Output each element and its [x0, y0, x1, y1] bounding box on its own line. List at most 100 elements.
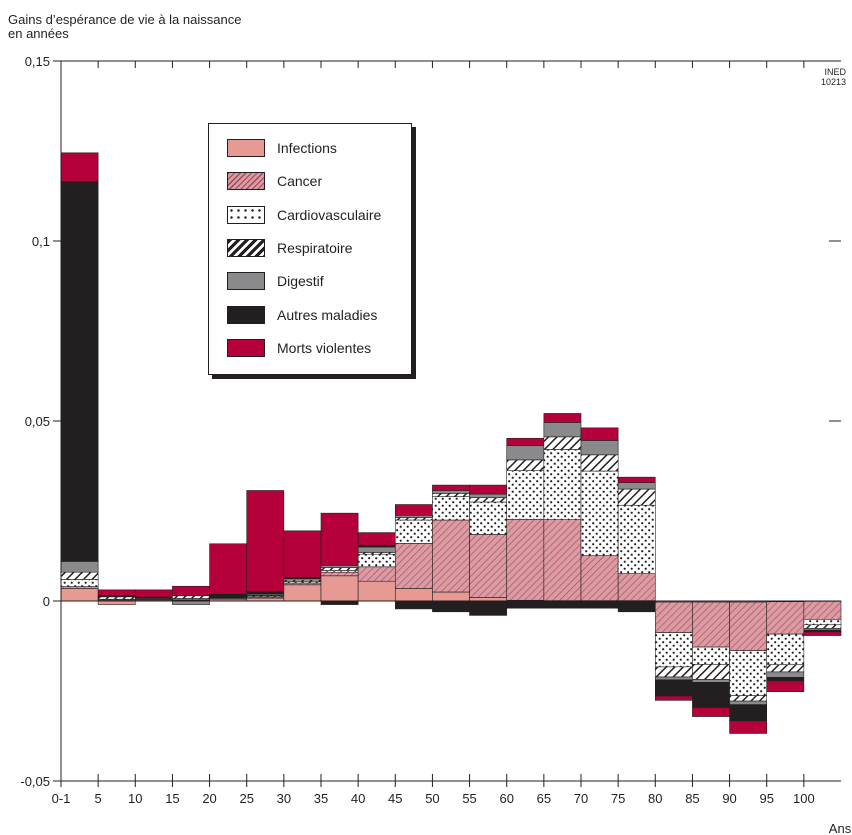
legend-label-cancer: Cancer [277, 173, 323, 189]
x-axis-title: Ans [829, 821, 852, 835]
bar-digestif-0-1 [60, 561, 99, 573]
x-tick-label-15: 15 [165, 791, 179, 806]
bar-autres-maladies-60-64 [543, 600, 582, 609]
bar-respiratoire-0-1 [60, 571, 99, 580]
bar-morts-violentes-55-59 [506, 437, 545, 446]
bar-cardiovasculaire-55-59 [506, 470, 545, 520]
bar-infections-45-49 [432, 591, 470, 602]
bar-respiratoire-50-54 [469, 497, 508, 503]
bar-cardiovasculaire-60-64 [543, 449, 582, 520]
bar-morts-violentes-5-9 [134, 589, 173, 598]
bar-cancer-95-99 [803, 601, 842, 620]
x-tick-label-100: 100 [793, 791, 815, 806]
bar-morts-violentes-80-84 [692, 707, 730, 717]
bar-digestif-45-49 [432, 490, 470, 494]
legend-item-cancer: Cancer [227, 171, 322, 191]
bar-cancer-70-74 [617, 573, 656, 601]
bar-cardiovasculaire-0-1 [60, 579, 99, 587]
y-tick-label-3: 0 [43, 594, 50, 609]
bar-morts-violentes-65-69 [580, 427, 619, 441]
bars-group [60, 152, 842, 734]
swatch-respiratoire [227, 239, 265, 257]
x-tick-label-0-1: 0-1 [52, 791, 71, 806]
bar-autres-maladies-30-34 [320, 600, 359, 605]
bar-cancer-40-44 [394, 543, 433, 589]
bar-infections-0-1 [60, 588, 99, 602]
bar-morts-violentes-30-34 [320, 512, 359, 566]
bar-respiratoire-55-59 [506, 459, 545, 471]
bar-morts-violentes-70-74 [617, 476, 656, 483]
bar-cardiovasculaire-45-49 [432, 496, 470, 521]
bar-autres-maladies-15-19 [209, 593, 248, 597]
bar-cancer-35-39 [357, 566, 396, 582]
bar-respiratoire-30-34 [320, 567, 359, 571]
swatch-infections [227, 139, 265, 157]
bar-cardiovasculaire-75-79 [654, 632, 693, 668]
bar-cardiovasculaire-65-69 [580, 470, 619, 556]
x-tick-label-90: 90 [722, 791, 736, 806]
x-tick-label-20: 20 [202, 791, 216, 806]
bar-morts-violentes-0-1 [60, 152, 99, 182]
swatch-digestif [227, 272, 265, 290]
figure-code: 10213 [820, 77, 846, 87]
bar-cancer-45-49 [432, 519, 470, 593]
bar-infections-35-39 [357, 580, 396, 602]
bar-respiratoire-65-69 [580, 454, 619, 472]
bar-digestif-30-34 [320, 565, 359, 568]
x-tick-label-5: 5 [95, 791, 102, 806]
bar-infections-50-54 [469, 597, 508, 602]
bar-morts-violentes-60-64 [543, 413, 582, 423]
x-tick-label-25: 25 [239, 791, 253, 806]
bar-respiratoire-85-89 [729, 695, 768, 702]
axes-group: 0,15 0,1 0,05 0 -0,050-1 5 10 15 20 25 30 35 40 45 50 5… [20, 54, 841, 806]
bar-cancer-55-59 [506, 518, 545, 601]
bar-digestif-50-54 [469, 493, 508, 498]
x-tick-label-55: 55 [462, 791, 476, 806]
bar-morts-violentes-45-49 [432, 484, 470, 491]
source-code: INED 10213 [800, 67, 846, 87]
bar-autres-maladies-80-84 [692, 682, 730, 708]
legend: Infections Cancer Cardiovasculaire Respi… [208, 123, 412, 375]
legend-item-infections: Infections [227, 138, 337, 158]
bar-morts-violentes-90-94 [766, 680, 805, 693]
bar-morts-violentes-40-44 [394, 504, 433, 516]
y-tick-label-4: -0,05 [20, 774, 50, 789]
legend-label-respiratoire: Respiratoire [277, 240, 353, 256]
bar-infections-25-29 [283, 584, 322, 602]
legend-label-cardiovasculaire: Cardiovasculaire [277, 207, 382, 223]
bar-respiratoire-60-64 [543, 436, 582, 450]
bar-cardiovasculaire-80-84 [692, 646, 730, 665]
x-tick-label-80: 80 [648, 791, 662, 806]
legend-item-morts-violentes: Morts violentes [227, 338, 371, 358]
bar-respiratoire-45-49 [432, 493, 470, 497]
x-tick-label-75: 75 [611, 791, 625, 806]
legend-item-respiratoire: Respiratoire [227, 238, 352, 258]
bar-cardiovasculaire-90-94 [766, 633, 805, 666]
x-tick-label-60: 60 [499, 791, 513, 806]
legend-label-autres-maladies: Autres maladies [277, 307, 378, 323]
bar-autres-maladies-90-94 [766, 677, 805, 682]
bar-digestif-80-84 [692, 679, 730, 683]
bar-cancer-30-34 [320, 571, 359, 577]
bar-morts-violentes-15-19 [209, 543, 248, 595]
bar-respiratoire-70-74 [617, 488, 656, 506]
x-tick-label-50: 50 [425, 791, 439, 806]
bar-cancer-75-79 [654, 601, 693, 633]
legend-item-digestif: Digestif [227, 271, 324, 291]
bar-respiratoire-90-94 [766, 664, 805, 673]
x-tick-label-40: 40 [351, 791, 365, 806]
bar-respiratoire-95-99 [803, 624, 842, 629]
bar-morts-violentes-75-79 [654, 695, 693, 701]
bar-digestif-40-44 [394, 515, 433, 518]
bar-autres-maladies-0-1 [60, 181, 99, 562]
bar-cancer-85-89 [729, 601, 768, 651]
swatch-cardiovasculaire [227, 206, 265, 224]
y-axis-title: Gains d’espérance de vie à la naissance [8, 12, 242, 27]
bar-digestif-65-69 [580, 440, 619, 456]
x-tick-label-65: 65 [537, 791, 551, 806]
y-axis-unit: en années [8, 26, 69, 41]
legend-label-digestif: Digestif [277, 273, 324, 289]
y-tick-label-0: 0,15 [25, 54, 50, 69]
legend-label-morts-violentes: Morts violentes [277, 340, 372, 356]
